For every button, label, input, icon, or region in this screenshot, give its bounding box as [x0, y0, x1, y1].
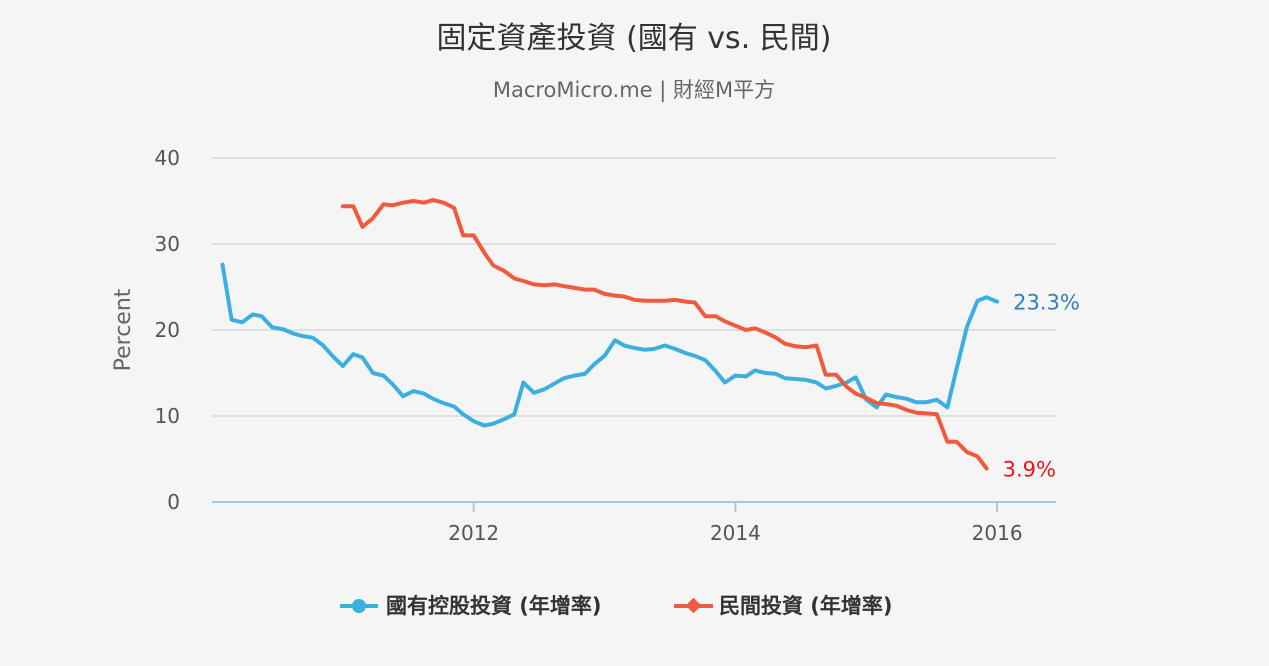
legend-diamond-icon	[685, 597, 702, 614]
legend-item-state-owned[interactable]: 國有控股投資 (年增率)	[340, 594, 602, 618]
y-axis-title: Percent	[111, 288, 136, 371]
chart-subtitle: MacroMicro.me | 財經M平方	[493, 78, 775, 103]
legend-label-private: 民間投資 (年增率)	[719, 594, 893, 618]
x-tick-label: 2014	[710, 521, 761, 545]
chart-title: 固定資產投資 (國有 vs. 民間)	[437, 21, 832, 56]
legend-circle-icon	[352, 599, 366, 613]
y-tick-label: 40	[155, 146, 180, 170]
y-tick-label: 10	[155, 404, 180, 428]
series-line-1[interactable]	[340, 198, 989, 471]
axes: 0 10 20 30 40 2012 2014 2016	[155, 146, 1056, 545]
legend-label-state-owned: 國有控股投資 (年增率)	[386, 594, 602, 618]
series-lines	[220, 198, 1000, 471]
x-tick-label: 2016	[972, 521, 1023, 545]
y-tick-label: 20	[155, 318, 180, 342]
grid-lines	[212, 157, 1056, 417]
series-end-label-0: 23.3%	[1013, 291, 1080, 315]
y-tick-label: 0	[167, 490, 180, 514]
end-labels: 23.3% 3.9%	[1003, 291, 1080, 482]
x-tick-label: 2012	[448, 521, 499, 545]
legend-item-private[interactable]: 民間投資 (年增率)	[674, 594, 893, 618]
y-tick-label: 30	[155, 232, 180, 256]
legend: 國有控股投資 (年增率) 民間投資 (年增率)	[340, 594, 893, 618]
series-end-label-1: 3.9%	[1003, 457, 1056, 481]
